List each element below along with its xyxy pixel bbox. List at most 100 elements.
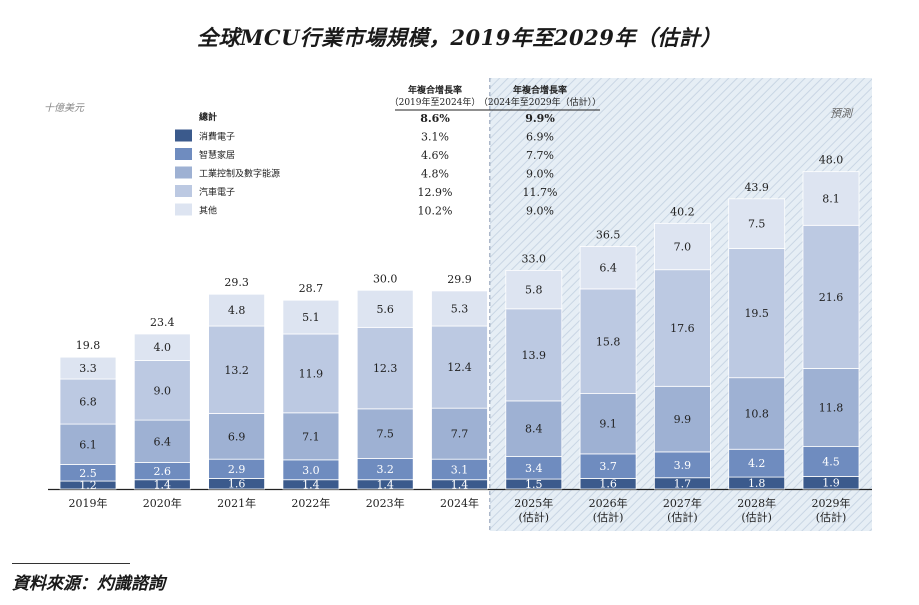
cagr-header-2: 年複合增長率 — [513, 84, 567, 96]
data-label: 6.1 — [79, 438, 97, 451]
data-label: 1.7 — [674, 477, 692, 490]
data-label: 13.9 — [522, 349, 547, 362]
cagr-value-2024-2029: 9.9% — [525, 112, 555, 125]
x-tick-sublabel: (估計) — [519, 510, 550, 524]
x-tick-sublabel: (估計) — [593, 510, 624, 524]
bar-segment-industrial — [282, 412, 340, 461]
x-tick-label: 2021年 — [217, 496, 256, 510]
data-label: 13.2 — [224, 364, 249, 377]
data-label: 1.5 — [525, 478, 543, 491]
bar-segment-other — [579, 246, 637, 290]
data-label: 4.0 — [154, 341, 172, 354]
bar-segment-auto — [728, 248, 786, 379]
data-label: 8.4 — [525, 423, 543, 436]
y-unit-label: 十億美元 — [44, 102, 85, 114]
cagr-value-2019-2024: 4.6% — [421, 149, 449, 162]
legend-label: 智慧家居 — [199, 149, 235, 161]
bar-segment-other — [431, 290, 488, 327]
total-label: 29.9 — [447, 273, 472, 286]
data-label: 2.5 — [79, 467, 97, 480]
bar-segment-smart_home — [802, 446, 860, 477]
data-label: 21.6 — [819, 291, 844, 304]
data-label: 7.7 — [451, 428, 469, 441]
data-label: 2.6 — [154, 465, 172, 478]
total-label: 48.0 — [819, 154, 844, 167]
data-label: 6.4 — [154, 435, 172, 448]
forecast-label: 預測 — [830, 107, 854, 120]
data-label: 1.9 — [822, 477, 840, 490]
total-label: 23.4 — [150, 316, 175, 329]
data-label: 9.0 — [154, 384, 172, 397]
bar-segment-industrial — [133, 419, 191, 463]
data-label: 15.8 — [596, 335, 621, 348]
data-label: 3.9 — [674, 459, 692, 472]
data-label: 3.0 — [302, 464, 320, 477]
cagr-value-2024-2029: 11.7% — [523, 186, 558, 199]
legend-swatch-industrial — [175, 166, 192, 179]
total-label: 40.2 — [670, 205, 695, 218]
bar-segment-other — [802, 171, 860, 226]
data-label: 4.8 — [228, 304, 246, 317]
bar-segment-industrial — [208, 413, 266, 460]
bar-segment-industrial — [802, 368, 860, 447]
data-label: 19.5 — [744, 307, 769, 320]
bar-segment-auto — [505, 308, 563, 402]
data-label: 6.9 — [228, 430, 246, 443]
bar-segment-industrial — [505, 400, 563, 457]
bar-segment-other — [208, 293, 266, 327]
x-tick-sublabel: (估計) — [667, 510, 698, 524]
x-tick-label: 2023年 — [366, 496, 405, 510]
data-label: 11.9 — [299, 367, 324, 380]
total-label: 36.5 — [596, 229, 621, 242]
data-label: 8.1 — [822, 192, 840, 205]
bar-segment-smart_home — [579, 453, 637, 479]
cagr-value-2019-2024: 8.6% — [420, 112, 450, 125]
total-label: 29.3 — [224, 276, 249, 289]
data-label: 12.3 — [373, 362, 398, 375]
cagr-value-2024-2029: 6.9% — [526, 131, 554, 144]
cagr-value-2019-2024: 4.8% — [421, 168, 449, 181]
cagr-value-2019-2024: 3.1% — [421, 131, 449, 144]
cagr-value-2024-2029: 9.0% — [526, 205, 554, 218]
cagr-header-1-period: （2019年至2024年） — [390, 96, 481, 108]
bar-segment-auto — [802, 224, 860, 369]
x-tick-label: 2025年 — [514, 496, 553, 510]
source-divider — [12, 563, 130, 564]
cagr-value-2019-2024: 12.9% — [418, 186, 453, 199]
bar-segment-auto — [356, 326, 414, 410]
data-label: 4.5 — [822, 456, 840, 469]
x-tick-label: 2028年 — [737, 496, 776, 510]
legend-total-label: 總計 — [199, 111, 217, 123]
x-tick-label: 2027年 — [663, 496, 702, 510]
cagr-value-2019-2024: 10.2% — [418, 205, 453, 218]
legend-swatch-consumer — [175, 129, 192, 142]
data-label: 5.6 — [376, 303, 394, 316]
data-label: 7.0 — [674, 241, 692, 254]
data-label: 1.2 — [79, 479, 97, 492]
data-label: 1.8 — [748, 477, 766, 490]
x-tick-sublabel: (估計) — [741, 510, 772, 524]
bar-segment-auto — [208, 325, 266, 414]
x-tick-label: 2024年 — [440, 496, 479, 510]
data-label: 1.6 — [599, 478, 617, 491]
chart-title: 全球MCU行業市場規模，2019年至2029年（估計） — [197, 25, 722, 50]
legend-swatch-auto — [175, 185, 192, 197]
source-note: 資料來源：灼識諮詢 — [12, 574, 165, 594]
data-label: 7.5 — [376, 428, 394, 441]
x-tick-label: 2020年 — [143, 496, 182, 510]
data-label: 3.2 — [376, 463, 394, 476]
data-label: 7.1 — [302, 430, 320, 443]
x-tick-label: 2026年 — [589, 496, 628, 510]
data-label: 3.4 — [525, 462, 543, 475]
bar-segment-industrial — [356, 408, 414, 459]
bar-segment-industrial — [579, 393, 637, 455]
legend-label: 汽車電子 — [199, 186, 235, 198]
data-label: 6.8 — [79, 396, 97, 409]
legend-label: 其他 — [199, 205, 217, 217]
data-label: 9.1 — [599, 418, 617, 431]
data-label: 5.3 — [451, 302, 469, 315]
legend-swatch-smart_home — [175, 148, 192, 160]
x-tick-sublabel: (估計) — [816, 510, 847, 524]
data-label: 1.4 — [376, 478, 394, 491]
